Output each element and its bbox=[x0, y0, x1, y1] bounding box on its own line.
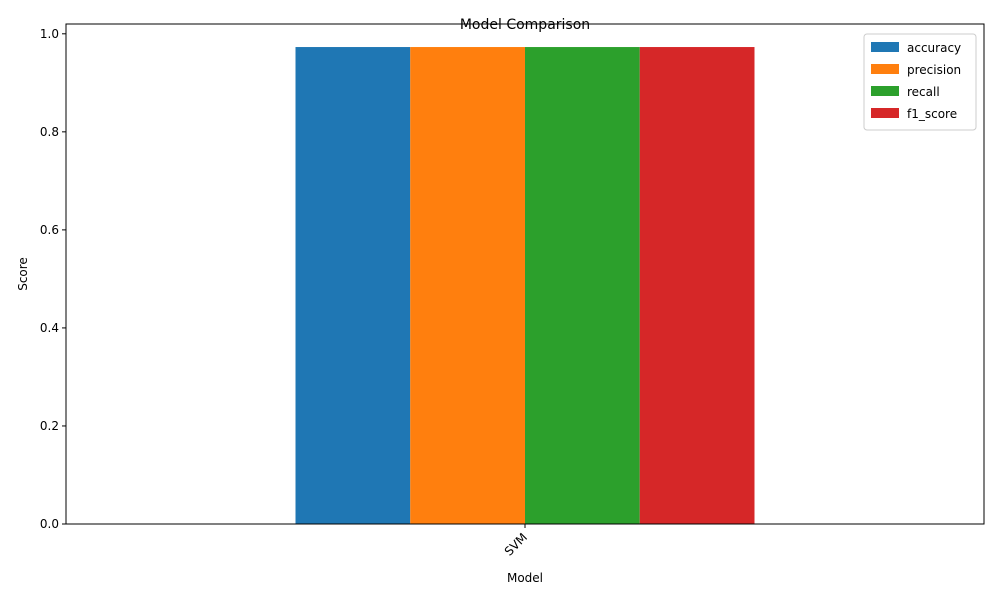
legend-label: f1_score bbox=[907, 107, 957, 121]
plot-frame bbox=[65, 23, 985, 525]
y-axis: 0.0 0.2 0.4 0.6 0.8 1.0 bbox=[40, 27, 66, 531]
legend-label: recall bbox=[907, 85, 940, 99]
legend-label: precision bbox=[907, 63, 961, 77]
bar-recall bbox=[525, 47, 640, 524]
legend-swatch bbox=[871, 86, 899, 96]
y-axis-label: Score bbox=[16, 257, 30, 291]
x-axis-label: Model bbox=[507, 571, 543, 585]
y-tick-label: 0.2 bbox=[40, 419, 59, 433]
legend-box bbox=[863, 33, 977, 131]
legend-label: accuracy bbox=[907, 41, 961, 55]
x-tick-label: SVM bbox=[502, 530, 530, 558]
x-axis: SVM bbox=[502, 524, 530, 559]
y-tick-label: 0.6 bbox=[40, 223, 59, 237]
y-tick-label: 0.8 bbox=[40, 125, 59, 139]
chart-title: Model Comparison bbox=[460, 17, 590, 33]
legend-swatch bbox=[871, 108, 899, 118]
legend-swatch bbox=[871, 42, 899, 52]
y-tick-label: 0.4 bbox=[40, 321, 59, 335]
bar-accuracy bbox=[295, 47, 411, 524]
y-tick-label: 1.0 bbox=[40, 27, 59, 41]
y-tick-label: 0.0 bbox=[40, 517, 59, 531]
bars-group bbox=[295, 47, 755, 524]
legend: accuracy precision recall f1_score bbox=[863, 33, 977, 131]
bar-f1-score bbox=[639, 47, 755, 524]
bar-precision bbox=[410, 47, 525, 524]
legend-swatch bbox=[871, 64, 899, 74]
